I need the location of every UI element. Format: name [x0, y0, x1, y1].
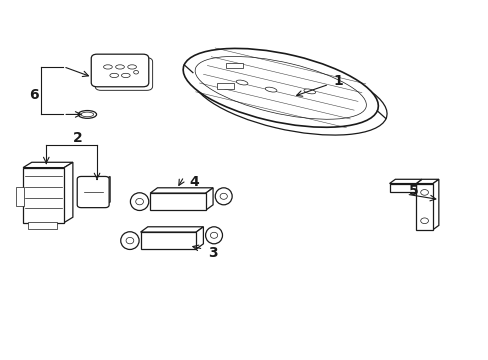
Bar [150, 193, 205, 210]
FancyBboxPatch shape [91, 54, 148, 87]
Bar [225, 63, 243, 68]
FancyBboxPatch shape [95, 58, 152, 90]
Ellipse shape [116, 65, 124, 69]
Ellipse shape [121, 232, 139, 249]
Ellipse shape [121, 73, 130, 77]
Polygon shape [432, 179, 438, 230]
Ellipse shape [195, 57, 366, 119]
Ellipse shape [133, 71, 138, 74]
Ellipse shape [420, 218, 427, 224]
Text: 4: 4 [188, 175, 198, 189]
Text: 3: 3 [208, 246, 218, 260]
Ellipse shape [210, 232, 217, 238]
Ellipse shape [78, 111, 96, 118]
Bar [28, 222, 57, 229]
Ellipse shape [264, 87, 276, 92]
Ellipse shape [110, 73, 118, 77]
Polygon shape [140, 227, 203, 232]
Polygon shape [196, 227, 203, 249]
Ellipse shape [103, 65, 112, 69]
Bar [16, 187, 24, 206]
Bar [389, 184, 415, 192]
Ellipse shape [81, 112, 94, 117]
Bar [140, 232, 196, 249]
Text: 6: 6 [29, 88, 39, 102]
Ellipse shape [183, 48, 378, 127]
Polygon shape [415, 179, 438, 184]
Ellipse shape [191, 56, 386, 135]
Ellipse shape [126, 238, 134, 244]
Polygon shape [205, 188, 213, 210]
Ellipse shape [304, 89, 315, 94]
Polygon shape [389, 179, 421, 184]
Ellipse shape [420, 190, 427, 195]
Ellipse shape [136, 198, 143, 205]
Ellipse shape [220, 193, 227, 199]
Ellipse shape [127, 65, 136, 69]
FancyBboxPatch shape [23, 168, 64, 222]
Text: 5: 5 [408, 184, 418, 198]
Polygon shape [150, 188, 213, 193]
Text: 2: 2 [73, 131, 82, 145]
Polygon shape [23, 162, 73, 168]
FancyBboxPatch shape [77, 176, 109, 208]
Polygon shape [64, 162, 73, 222]
Ellipse shape [205, 227, 222, 244]
Ellipse shape [215, 188, 232, 205]
Bar [216, 83, 234, 89]
Bar [415, 184, 432, 230]
Polygon shape [105, 176, 110, 205]
Ellipse shape [130, 193, 148, 211]
Ellipse shape [236, 80, 247, 85]
Text: 1: 1 [333, 74, 343, 88]
